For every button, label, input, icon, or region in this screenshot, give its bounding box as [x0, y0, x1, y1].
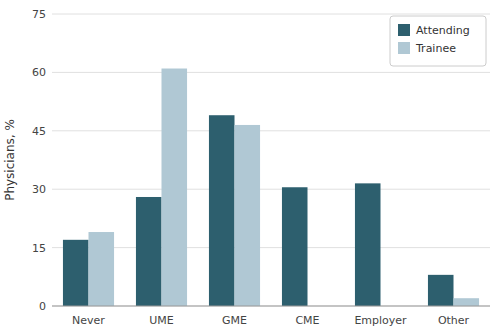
bar — [428, 275, 454, 306]
x-tick-label: CME — [295, 314, 319, 327]
legend-swatch — [398, 24, 410, 36]
bar — [162, 69, 188, 306]
legend-swatch — [398, 42, 410, 54]
chart: 0 15 30 45 60 75 Physicians, % Never UME GME CME Em… — [0, 0, 500, 336]
x-tick-label: GME — [222, 314, 247, 327]
x-tick-label: UME — [149, 314, 174, 327]
y-tick-label: 15 — [32, 242, 46, 255]
grid-line — [52, 189, 490, 190]
bar — [209, 115, 235, 306]
bar — [89, 232, 115, 306]
bar — [63, 240, 89, 306]
x-tick-label: Never — [72, 314, 105, 327]
legend: Attending Trainee — [390, 16, 486, 66]
bars — [63, 69, 479, 306]
y-tick-label: 45 — [32, 125, 46, 138]
y-axis-label: Physicians, % — [3, 119, 17, 201]
grid-line — [52, 72, 490, 73]
bar — [136, 197, 162, 306]
grid-line — [52, 14, 490, 15]
grid-line — [52, 130, 490, 131]
bar — [282, 187, 308, 306]
legend-box — [390, 16, 486, 66]
bar — [235, 125, 261, 306]
y-tick-label: 0 — [39, 300, 46, 313]
y-tick-label: 30 — [32, 183, 46, 196]
y-tick-label: 75 — [32, 8, 46, 21]
bar — [454, 298, 480, 306]
grid-line — [52, 247, 490, 248]
legend-label: Attending — [416, 24, 470, 37]
x-axis-line — [52, 306, 490, 307]
x-tick-label: Employer — [354, 314, 407, 327]
x-tick-label: Other — [438, 314, 470, 327]
bar — [355, 183, 381, 306]
legend-label: Trainee — [415, 42, 456, 55]
y-tick-label: 60 — [32, 66, 46, 79]
grid-line — [52, 306, 490, 307]
